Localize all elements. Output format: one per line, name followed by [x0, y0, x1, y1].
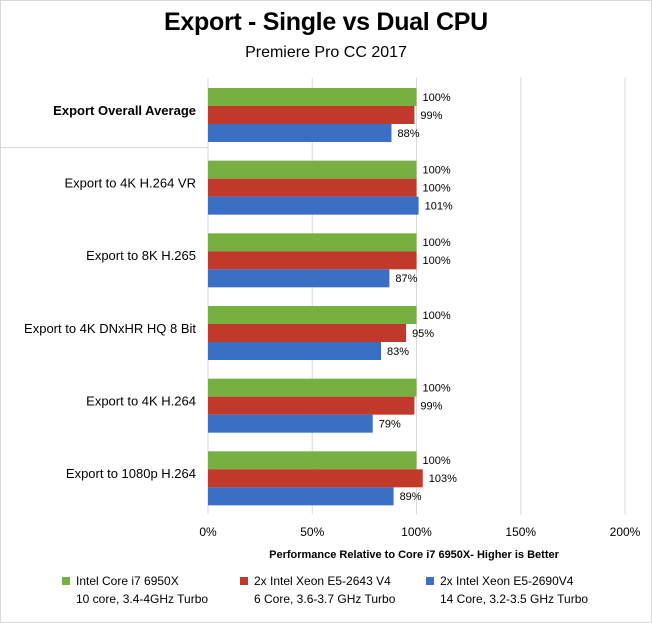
bar — [208, 414, 373, 433]
x-tick-label: 200% — [610, 525, 641, 539]
bar-value-label: 100% — [423, 310, 451, 322]
category-label: Export Overall Average — [53, 103, 196, 118]
bar — [208, 396, 415, 415]
legend-swatch — [240, 577, 248, 585]
category-label: Export to 4K H.264 VR — [64, 175, 196, 190]
x-axis-title: Performance Relative to Core i7 6950X- H… — [269, 549, 559, 561]
bar-value-label: 83% — [387, 346, 409, 358]
bar — [208, 178, 417, 197]
bar-value-label: 100% — [423, 455, 451, 467]
bar — [208, 451, 417, 470]
legend-series-name: 2x Intel Xeon E5-2643 V4 — [254, 574, 391, 588]
bar-value-label: 100% — [423, 183, 451, 195]
bar — [208, 269, 390, 288]
x-tick-label: 150% — [505, 525, 536, 539]
legend-item-xeon-2690: 2x Intel Xeon E5-2690V4 14 Core, 3.2-3.5… — [426, 572, 588, 608]
legend-item-core-i7: Intel Core i7 6950X 10 core, 3.4-4GHz Tu… — [62, 572, 208, 608]
legend-swatch — [426, 577, 434, 585]
chart-subtitle: Premiere Pro CC 2017 — [245, 44, 407, 61]
bar — [208, 487, 394, 506]
bar-value-label: 100% — [423, 237, 451, 249]
bar-value-label: 101% — [425, 201, 453, 213]
bar-value-label: 95% — [412, 328, 434, 340]
bar-value-label: 87% — [395, 273, 417, 285]
legend-swatch — [62, 577, 70, 585]
bar — [208, 324, 407, 342]
legend-series-detail: 10 core, 3.4-4GHz Turbo — [76, 592, 209, 606]
bar-value-label: 100% — [423, 255, 451, 267]
bar — [208, 469, 423, 488]
chart-title: Export - Single vs Dual CPU — [164, 8, 488, 36]
legend-series-detail: 14 Core, 3.2-3.5 GHz Turbo — [440, 592, 589, 606]
bar-value-label: 100% — [423, 165, 451, 177]
bar — [208, 124, 392, 142]
bar-value-label: 103% — [429, 473, 457, 485]
bar-value-label: 79% — [379, 419, 401, 431]
bar-value-label: 99% — [420, 110, 442, 122]
bar-value-label: 99% — [420, 401, 442, 413]
bar — [208, 106, 415, 124]
category-label: Export to 1080p H.264 — [66, 466, 196, 481]
legend-series-detail: 6 Core, 3.6-3.7 GHz Turbo — [254, 592, 396, 606]
bar — [208, 342, 382, 360]
bar-value-label: 88% — [397, 128, 419, 140]
bar-value-label: 100% — [423, 383, 451, 395]
bar — [208, 88, 417, 106]
bar — [208, 251, 417, 270]
x-tick-label: 100% — [401, 525, 432, 539]
category-label: Export to 4K DNxHR HQ 8 Bit — [24, 321, 196, 336]
category-label: Export to 4K H.264 — [86, 393, 196, 408]
bar — [208, 378, 417, 397]
legend-series-name: 2x Intel Xeon E5-2690V4 — [440, 574, 574, 588]
bar — [208, 233, 417, 252]
bar — [208, 160, 417, 179]
bar-value-label: 100% — [423, 92, 451, 104]
bar — [208, 306, 417, 324]
x-tick-label: 0% — [199, 525, 217, 539]
bar — [208, 196, 419, 215]
category-label: Export to 8K H.265 — [86, 248, 196, 263]
bar-value-label: 89% — [400, 491, 422, 503]
legend-series-name: Intel Core i7 6950X — [76, 574, 179, 588]
x-tick-label: 50% — [300, 525, 324, 539]
legend-item-xeon-2643: 2x Intel Xeon E5-2643 V4 6 Core, 3.6-3.7… — [240, 572, 395, 608]
